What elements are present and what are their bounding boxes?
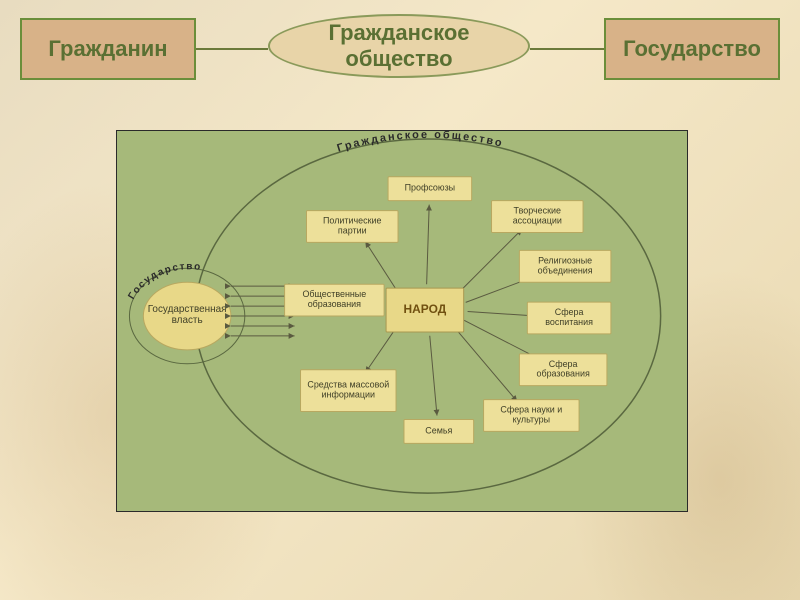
svg-text:Сфераобразования: Сфераобразования [537,359,590,379]
connector-right [530,48,604,50]
top-center-ellipse: Гражданское общество [268,14,530,78]
svg-text:Гражданское общество: Гражданское общество [336,131,505,155]
connector-left [196,48,268,50]
svg-text:Профсоюзы: Профсоюзы [405,183,455,193]
svg-text:Сферавоспитания: Сферавоспитания [545,307,593,327]
svg-text:Общественныеобразования: Общественныеобразования [302,289,366,309]
diagram-panel: Государственнаявласть Гражданское обществ… [116,130,688,512]
svg-text:Государство: Государство [126,261,202,301]
diagram-svg: Государственнаявласть Гражданское обществ… [117,131,687,511]
svg-text:Творческиеассоциации: Творческиеассоциации [513,206,562,226]
svg-text:Сфера науки икультуры: Сфера науки икультуры [500,405,562,425]
svg-text:Политическиепартии: Политическиепартии [323,216,381,236]
svg-text:Религиозныеобъединения: Религиозныеобъединения [538,256,593,276]
svg-text:Семья: Семья [425,426,452,436]
svg-text:Средства массовойинформации: Средства массовойинформации [307,380,389,400]
svg-text:Государственнаявласть: Государственнаявласть [148,304,227,326]
top-left-box: Гражданин [20,18,196,80]
top-right-box: Государство [604,18,780,80]
svg-text:НАРОД: НАРОД [404,302,447,316]
